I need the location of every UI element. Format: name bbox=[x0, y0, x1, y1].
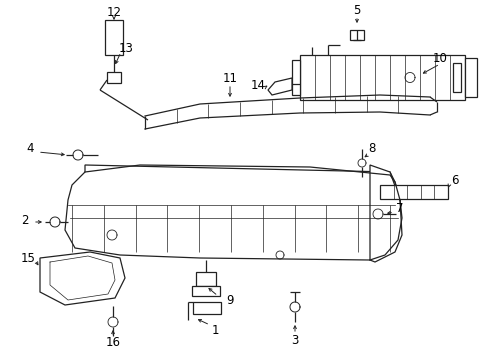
Bar bbox=[107, 72, 121, 83]
Text: 9: 9 bbox=[226, 293, 233, 306]
Text: 12: 12 bbox=[106, 5, 121, 18]
Bar bbox=[452, 63, 460, 92]
Bar bbox=[193, 302, 221, 314]
Text: 1: 1 bbox=[211, 324, 218, 337]
Polygon shape bbox=[40, 252, 125, 305]
Text: 2: 2 bbox=[21, 213, 29, 226]
Bar bbox=[464, 58, 476, 97]
Bar bbox=[196, 272, 216, 286]
Text: 6: 6 bbox=[450, 174, 458, 186]
Bar bbox=[105, 20, 123, 55]
Bar bbox=[299, 55, 464, 100]
Text: 7: 7 bbox=[395, 202, 403, 215]
Text: 13: 13 bbox=[118, 41, 133, 54]
Text: 11: 11 bbox=[222, 72, 237, 85]
Text: 10: 10 bbox=[432, 51, 447, 64]
Bar bbox=[379, 185, 447, 199]
Bar bbox=[349, 30, 363, 40]
Text: 8: 8 bbox=[367, 141, 375, 154]
Text: 5: 5 bbox=[353, 4, 360, 17]
Text: 3: 3 bbox=[291, 333, 298, 346]
Bar bbox=[192, 286, 220, 296]
Polygon shape bbox=[65, 165, 399, 260]
Text: 16: 16 bbox=[105, 336, 120, 348]
Text: 4: 4 bbox=[26, 141, 34, 154]
Text: 14: 14 bbox=[250, 78, 265, 91]
Text: 15: 15 bbox=[20, 252, 35, 265]
Bar bbox=[291, 60, 299, 95]
Polygon shape bbox=[267, 78, 291, 95]
Polygon shape bbox=[369, 165, 401, 262]
